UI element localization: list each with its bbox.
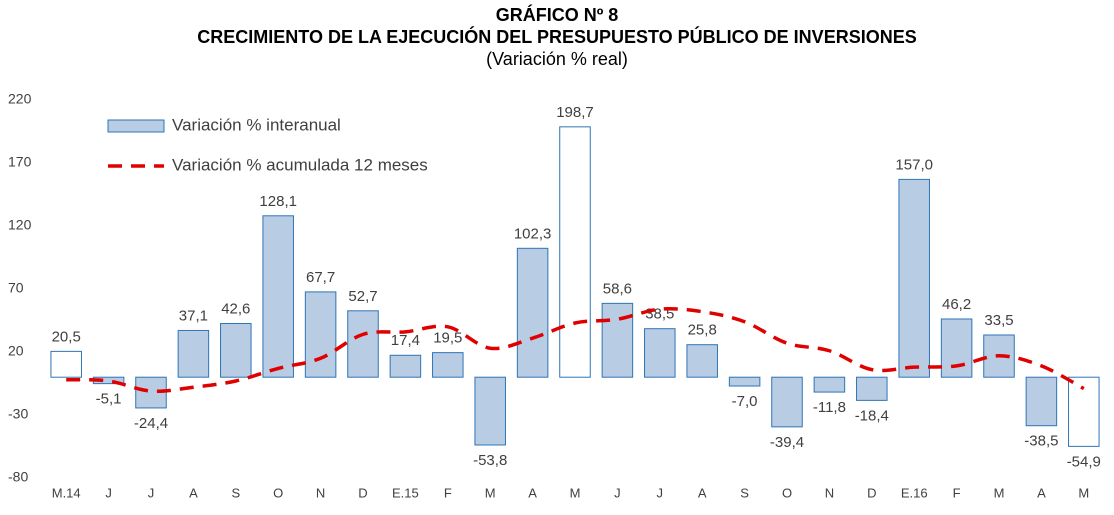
bar — [50, 350, 82, 378]
legend-label: Variación % interanual — [172, 115, 341, 134]
x-tick-label: J — [657, 485, 664, 500]
bar — [856, 376, 888, 401]
y-tick-label: 20 — [8, 343, 24, 359]
value-label: -24,4 — [134, 415, 168, 432]
bar — [347, 310, 379, 378]
x-tick-label: M — [1078, 485, 1089, 500]
bar — [389, 354, 422, 378]
value-label: 67,7 — [306, 269, 335, 286]
x-tick-label: A — [189, 485, 198, 500]
legend-label: Variación % acumulada 12 meses — [172, 155, 428, 174]
x-tick-label: N — [316, 485, 325, 500]
value-label: 198,7 — [556, 104, 594, 121]
x-tick-label: A — [698, 485, 707, 500]
x-tick-label: F — [444, 485, 452, 500]
value-label: -39,4 — [770, 434, 804, 451]
value-label: 157,0 — [895, 156, 933, 173]
x-tick-label: J — [148, 485, 155, 500]
legend-swatch — [107, 119, 165, 133]
y-tick-label: 170 — [8, 154, 32, 170]
x-tick-label: M — [994, 485, 1005, 500]
value-label: -11,8 — [813, 399, 846, 416]
value-label: 20,5 — [52, 328, 81, 345]
x-tick-label: F — [953, 485, 961, 500]
x-tick-label: A — [528, 485, 537, 500]
x-tick-label: M — [485, 485, 496, 500]
bar — [1068, 376, 1100, 447]
x-tick-label: O — [273, 485, 283, 500]
x-tick-label: M — [570, 485, 581, 500]
bar — [474, 376, 506, 446]
bar — [898, 178, 930, 378]
chart-note: (Variación % real) — [486, 49, 628, 69]
x-tick-label: E.16 — [901, 485, 928, 500]
value-label: -18,4 — [855, 407, 889, 424]
line — [66, 306, 1085, 394]
x-tick-label: S — [740, 485, 749, 500]
x-tick-label: M.14 — [52, 485, 81, 500]
bar — [771, 376, 803, 428]
value-label: 33,5 — [984, 312, 1013, 329]
value-label: 37,1 — [179, 307, 208, 324]
x-tick-label: O — [782, 485, 792, 500]
y-tick-label: 70 — [8, 280, 24, 296]
value-label: -5,1 — [96, 391, 122, 408]
x-tick-label: J — [614, 485, 621, 500]
value-label: 58,6 — [603, 280, 632, 297]
x-tick-label: D — [867, 485, 876, 500]
value-label: -38,5 — [1024, 433, 1058, 450]
bar — [177, 329, 210, 378]
bar — [1025, 376, 1058, 427]
value-label: 128,1 — [259, 193, 297, 210]
x-tick-label: J — [105, 485, 112, 500]
bar — [813, 376, 846, 393]
bar — [220, 323, 252, 378]
value-label: -7,0 — [732, 393, 758, 410]
y-tick-label: 220 — [8, 91, 32, 107]
value-label: 17,4 — [391, 332, 420, 349]
value-label: 102,3 — [514, 225, 552, 242]
value-label: -53,8 — [473, 452, 507, 469]
x-tick-label: A — [1037, 485, 1046, 500]
bar — [559, 126, 591, 378]
bar — [601, 302, 634, 378]
bar — [304, 291, 337, 378]
value-label: 42,6 — [221, 300, 250, 317]
y-tick-label: 120 — [8, 217, 32, 233]
bar — [728, 376, 761, 387]
value-label: 52,7 — [348, 288, 377, 305]
x-tick-label: S — [231, 485, 240, 500]
y-tick-label: -80 — [8, 469, 28, 485]
bar — [432, 352, 464, 378]
bar — [644, 328, 676, 378]
x-tick-label: N — [825, 485, 834, 500]
bar — [262, 215, 294, 378]
x-tick-label: E.15 — [392, 485, 419, 500]
bar — [516, 247, 549, 378]
bar — [940, 318, 973, 378]
x-tick-label: D — [358, 485, 367, 500]
chart-title: GRÁFICO Nº 8 — [496, 4, 619, 25]
value-label: 25,8 — [688, 322, 717, 339]
value-label: 46,2 — [942, 296, 971, 313]
value-label: 19,5 — [433, 330, 462, 347]
value-label: -54,9 — [1067, 453, 1101, 470]
chart-subtitle: CRECIMIENTO DE LA EJECUCIÓN DEL PRESUPUE… — [197, 26, 916, 47]
bar — [686, 344, 718, 378]
y-tick-label: -30 — [8, 406, 28, 422]
